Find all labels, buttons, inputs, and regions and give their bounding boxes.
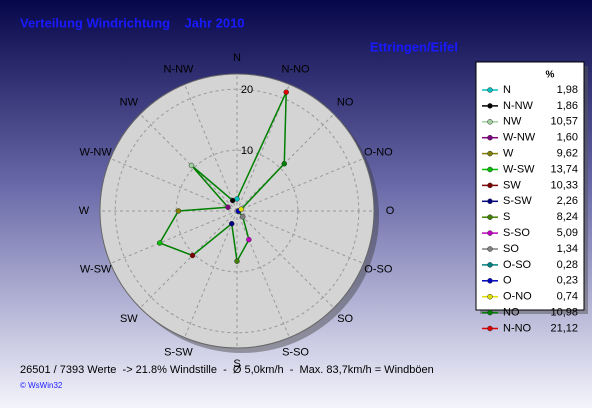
legend-marker [487, 166, 493, 173]
grid-ring [175, 149, 299, 273]
point [225, 204, 231, 211]
legend-value: 9,62 [557, 148, 578, 160]
legend-value: 2,26 [557, 195, 578, 207]
legend-label: N-NO [503, 322, 532, 334]
legend-marker [487, 150, 493, 157]
spoke [236, 210, 335, 309]
spoke [184, 210, 238, 338]
spoke [139, 113, 238, 212]
point [281, 160, 288, 167]
legend-value: 1,86 [557, 100, 578, 112]
point [156, 240, 163, 246]
chart-title: Verteilung Windrichtung Jahr 2010 [20, 15, 245, 30]
legend-label: S [503, 211, 510, 223]
direction-label: S-SO [282, 346, 309, 358]
grid-ring [114, 88, 360, 334]
legend-label: O-SO [503, 259, 532, 271]
direction-label: N [233, 52, 241, 64]
legend-marker [487, 119, 493, 125]
legend-label: W [503, 148, 514, 160]
legend-label: NW [503, 116, 522, 128]
r-tick-label: 20 [241, 84, 253, 96]
legend-value: 1,34 [557, 243, 578, 255]
direction-label: W-SW [80, 263, 112, 275]
spoke [184, 84, 238, 212]
legend-marker [487, 325, 493, 332]
legend-value: 1,98 [557, 84, 578, 96]
point [283, 89, 289, 95]
legend-label: S-SO [503, 227, 530, 239]
direction-label: S-SW [164, 346, 193, 358]
legend-header: % [546, 70, 555, 81]
legend-marker [487, 103, 493, 109]
legend-value: 8,24 [557, 211, 578, 223]
legend-marker [487, 87, 493, 93]
legend-value: 0,23 [557, 275, 578, 287]
legend-value: 13,74 [550, 163, 578, 175]
legend-value: 10,57 [550, 116, 578, 128]
point [229, 197, 236, 204]
legend-marker [487, 230, 493, 236]
direction-label: W [79, 205, 90, 217]
legend-label: W-NW [503, 132, 536, 144]
spoke [110, 158, 238, 212]
legend-label: O-NO [503, 291, 532, 303]
r-tick-label: 10 [241, 145, 253, 157]
legend-value: 1,60 [557, 132, 578, 144]
legend-value: 10,98 [550, 307, 578, 319]
legend-label: NO [503, 307, 520, 319]
footer: 26501 / 7393 Werte -> 21.8% Windstille -… [20, 364, 434, 376]
legend-value: 0,28 [557, 259, 578, 271]
legend-label: S-SW [503, 195, 532, 207]
direction-label: O-NO [364, 146, 393, 158]
point [238, 206, 244, 213]
spoke [110, 210, 238, 264]
direction-label: O-SO [364, 263, 393, 275]
legend-marker [487, 293, 493, 300]
point [228, 220, 235, 227]
point [175, 208, 182, 214]
direction-label: O [386, 205, 395, 217]
legend-value: 10,33 [550, 179, 578, 191]
direction-label: S [233, 358, 240, 370]
legend-label: SO [503, 243, 519, 255]
credit: © WsWin32 [20, 381, 63, 390]
direction-label: N-NO [281, 64, 310, 76]
legend-label: N [503, 84, 511, 96]
legend-label: SW [503, 179, 521, 191]
legend-marker [487, 134, 493, 141]
legend-marker [487, 246, 493, 252]
legend-marker [487, 262, 493, 268]
direction-label: W-NW [80, 146, 113, 158]
point [234, 258, 240, 264]
legend-label: W-SW [503, 163, 535, 175]
point [189, 252, 196, 259]
legend-value: 0,74 [557, 291, 578, 303]
point [240, 214, 246, 220]
legend-marker [487, 214, 493, 220]
spoke [236, 210, 364, 264]
direction-label: NO [337, 97, 354, 109]
point [188, 162, 195, 169]
legend-marker [487, 182, 493, 189]
direction-label: SO [337, 313, 353, 325]
direction-label: N-NW [163, 64, 194, 76]
legend-marker [487, 278, 493, 284]
legend-marker [487, 309, 493, 316]
legend-value: 21,12 [550, 322, 578, 334]
legend-label: N-NW [503, 100, 534, 112]
chart-subtitle: Ettringen/Eifel [370, 39, 458, 54]
point [246, 236, 252, 243]
legend-marker [487, 198, 493, 205]
legend-label: O [503, 275, 512, 287]
legend-value: 5,09 [557, 227, 578, 239]
spoke [236, 158, 364, 212]
direction-label: NW [120, 97, 139, 109]
spoke [139, 210, 238, 309]
direction-label: SW [120, 313, 138, 325]
spoke [236, 210, 290, 338]
